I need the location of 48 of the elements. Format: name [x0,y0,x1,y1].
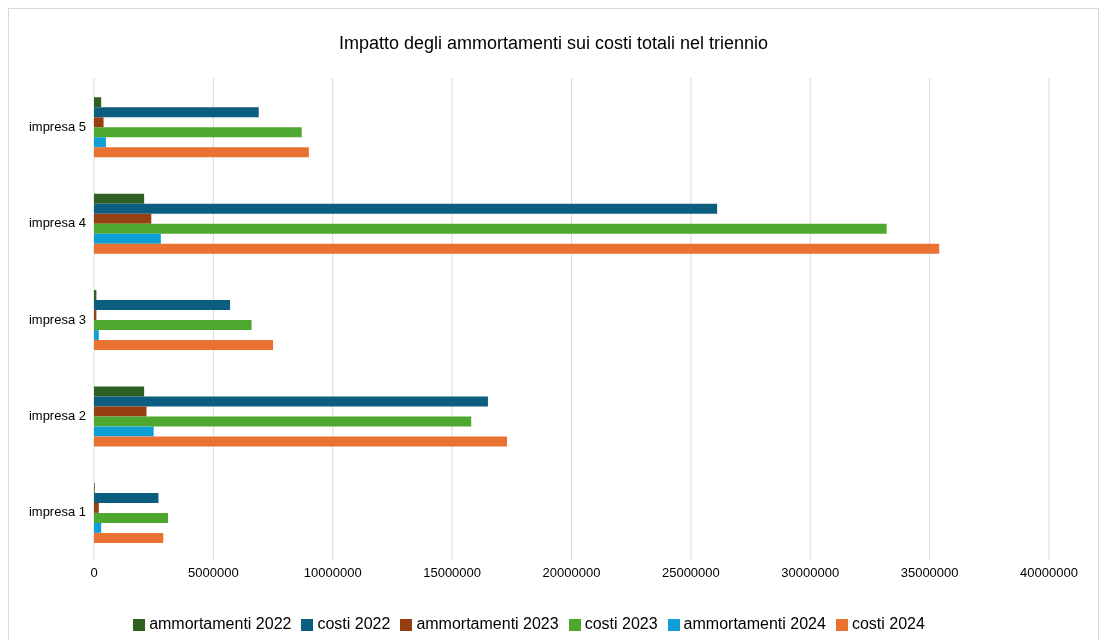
x-tick-label: 15000000 [423,565,482,581]
bar [94,97,102,108]
legend-label: costi 2023 [584,615,658,632]
bar [94,300,231,311]
legend-label: ammortamenti 2022 [149,615,292,632]
bar [94,416,472,427]
bar [94,107,259,118]
bar [94,147,309,158]
bar [94,193,145,204]
bar [94,396,488,407]
bar [94,522,102,533]
x-tick-label: 10000000 [303,565,362,581]
bar [94,512,169,523]
y-tick-label: impresa 5 [28,118,86,134]
bar [94,203,718,214]
bar [94,320,252,331]
bar [94,330,99,341]
bar [94,127,302,138]
bar [94,223,887,234]
x-tick-label: 0 [90,565,98,581]
y-tick-label: impresa 1 [28,504,86,520]
x-tick-label: 25000000 [661,565,720,581]
legend-label: ammortamenti 2024 [683,615,826,632]
bar [94,243,940,254]
bar [94,436,508,447]
bar [94,233,161,244]
x-tick-label: 30000000 [781,565,840,581]
bar [94,406,147,417]
bar [94,117,104,128]
legend-label: ammortamenti 2023 [416,615,559,632]
x-tick-label: 35000000 [900,565,959,581]
y-tick-label: impresa 4 [28,215,86,231]
bar [94,137,106,148]
bar [94,532,164,543]
chart-title: Impatto degli ammortamenti sui costi totali nel triennio [337,32,770,55]
x-tick-label: 40000000 [1020,565,1078,581]
x-tick-label: 5000000 [188,565,239,581]
legend-label: costi 2022 [317,615,391,632]
bar [94,426,154,437]
y-tick-label: impresa 2 [28,408,86,424]
x-tick-label: 20000000 [542,565,601,581]
bar [94,340,274,351]
bar [94,213,152,224]
bar [94,386,145,397]
y-tick-label: impresa 3 [28,311,86,327]
bar [94,502,99,513]
bar [94,492,159,503]
legend-label: costi 2024 [851,615,925,632]
